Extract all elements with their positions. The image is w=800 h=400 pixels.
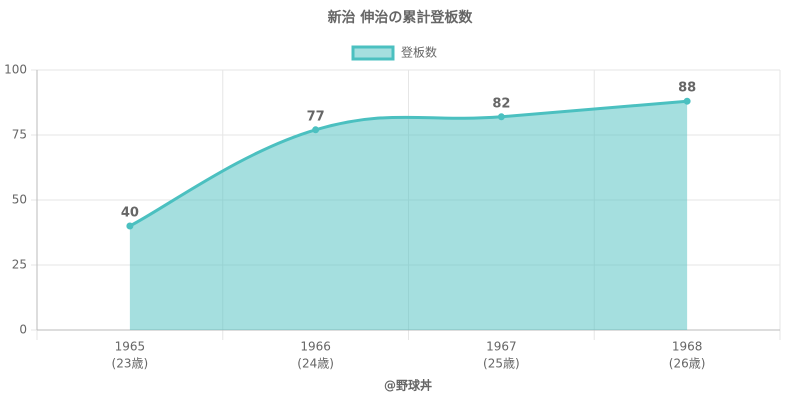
x-tick-label: (23歳) xyxy=(112,357,149,371)
chart-title: 新治 伸治の累計登板数 xyxy=(328,9,474,26)
x-tick-label: (24歳) xyxy=(297,357,334,371)
legend-swatch xyxy=(351,45,395,61)
point xyxy=(497,113,505,121)
legend-label: 登板数 xyxy=(401,45,437,60)
x-tick-label: (26歳) xyxy=(669,357,706,371)
x-tick-label: 1968 xyxy=(672,340,703,354)
point xyxy=(126,222,134,230)
y-tick-label: 75 xyxy=(12,128,27,142)
y-tick-label: 25 xyxy=(12,258,27,272)
x-axis-title: @野球丼 xyxy=(384,378,432,393)
y-tick-label: 100 xyxy=(4,63,27,77)
x-tick-label: 1966 xyxy=(300,340,331,354)
y-tick-label: 50 xyxy=(12,193,27,207)
point xyxy=(683,97,691,105)
data-label: 88 xyxy=(678,81,696,96)
data-label: 40 xyxy=(121,206,139,221)
x-tick-label: 1965 xyxy=(115,340,146,354)
x-tick-label: 1967 xyxy=(486,340,517,354)
x-tick-label: (25歳) xyxy=(483,357,520,371)
y-tick-label: 0 xyxy=(19,323,27,337)
point xyxy=(312,126,320,134)
area xyxy=(129,101,688,330)
line xyxy=(129,99,688,228)
data-label: 82 xyxy=(492,96,510,111)
data-label: 77 xyxy=(307,109,325,124)
